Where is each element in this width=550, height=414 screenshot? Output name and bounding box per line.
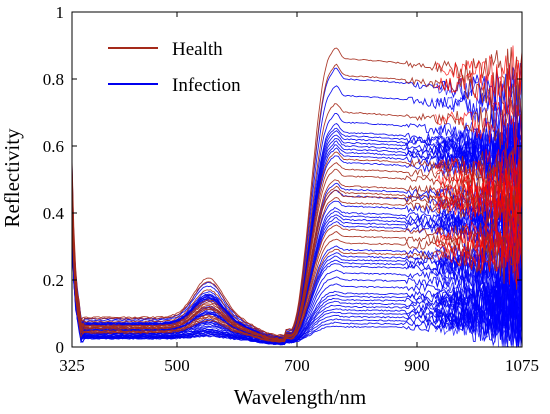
x-tick-label: 700 [284,356,310,375]
y-tick-label: 0.4 [43,204,65,223]
series-health-line [71,216,523,343]
y-tick-label: 0.6 [43,137,64,156]
x-tick-label: 1075 [505,356,539,375]
series-health-noise [435,217,523,280]
series-health-noise [435,225,523,285]
series-health [71,45,523,343]
series-health-noise [435,56,523,116]
series-health-noise [435,161,523,217]
legend: Health Infection [108,39,241,96]
series-health-noise [435,152,523,207]
y-axis-ticks: 0 0.2 0.4 0.6 0.8 1 [43,3,522,357]
series-health-noise [435,136,523,203]
x-axis-title: Wavelength/nm [234,385,366,409]
x-tick-label: 325 [59,356,85,375]
series-health-noise [435,100,523,155]
y-axis-title: Reflectivity [0,128,24,228]
series-layer [71,45,523,349]
series-infection-line [71,220,523,344]
series-infection-line [71,231,523,348]
x-axis-ticks: 325 500 700 900 1075 [59,12,539,375]
series-infection-noise [435,302,523,348]
legend-label-health: Health [172,39,223,60]
legend-label-infection: Infection [172,75,241,96]
y-tick-label: 0.2 [43,271,64,290]
y-tick-label: 0.8 [43,70,64,89]
series-infection-noise [435,127,523,182]
x-tick-label: 900 [404,356,430,375]
y-tick-label: 0 [56,338,65,357]
series-health-noise [435,209,523,259]
y-tick-label: 1 [56,3,65,22]
x-tick-label: 500 [164,356,190,375]
series-health-noise [435,214,523,263]
series-health-noise [435,182,523,243]
series-health-noise [435,45,523,99]
series-infection-noise [435,298,523,348]
